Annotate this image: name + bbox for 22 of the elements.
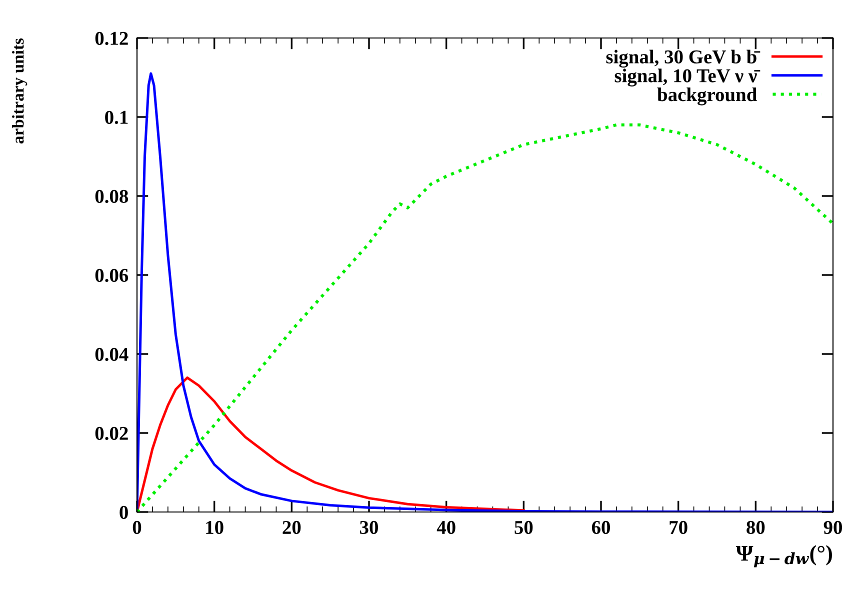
legend-label: signal, 30 GeV b b̄ — [606, 50, 760, 68]
legend-label: background — [657, 88, 757, 106]
y-tick-label: 0.12 — [95, 32, 128, 46]
x-tick-label: 60 — [592, 520, 610, 534]
y-tick-label: 0.06 — [95, 268, 128, 282]
x-tick-label: 50 — [514, 520, 533, 534]
x-tick-label: 0 — [132, 520, 142, 534]
y-tick-label: 0.04 — [95, 348, 128, 362]
x-axis-title: Ψ$_{μ−dw}$(°) — [736, 545, 832, 568]
y-tick-label: 0.08 — [95, 190, 128, 204]
x-tick-label: 10 — [206, 520, 224, 534]
y-tick-label: 0.1 — [105, 110, 128, 124]
legend-label: signal, 10 TeV ν ν̄ — [614, 68, 760, 86]
y-tick-label: 0.02 — [95, 426, 128, 440]
x-tick-label: 90 — [824, 520, 842, 534]
x-tick-label: 70 — [670, 520, 688, 534]
x-tick-label: 30 — [360, 520, 378, 534]
x-tick-label: 80 — [746, 520, 765, 534]
y-axis-title: arbitrary units — [12, 38, 28, 144]
x-tick-label: 40 — [436, 520, 456, 534]
x-tick-label: 20 — [282, 520, 301, 534]
y-tick-label: 0 — [120, 506, 128, 519]
